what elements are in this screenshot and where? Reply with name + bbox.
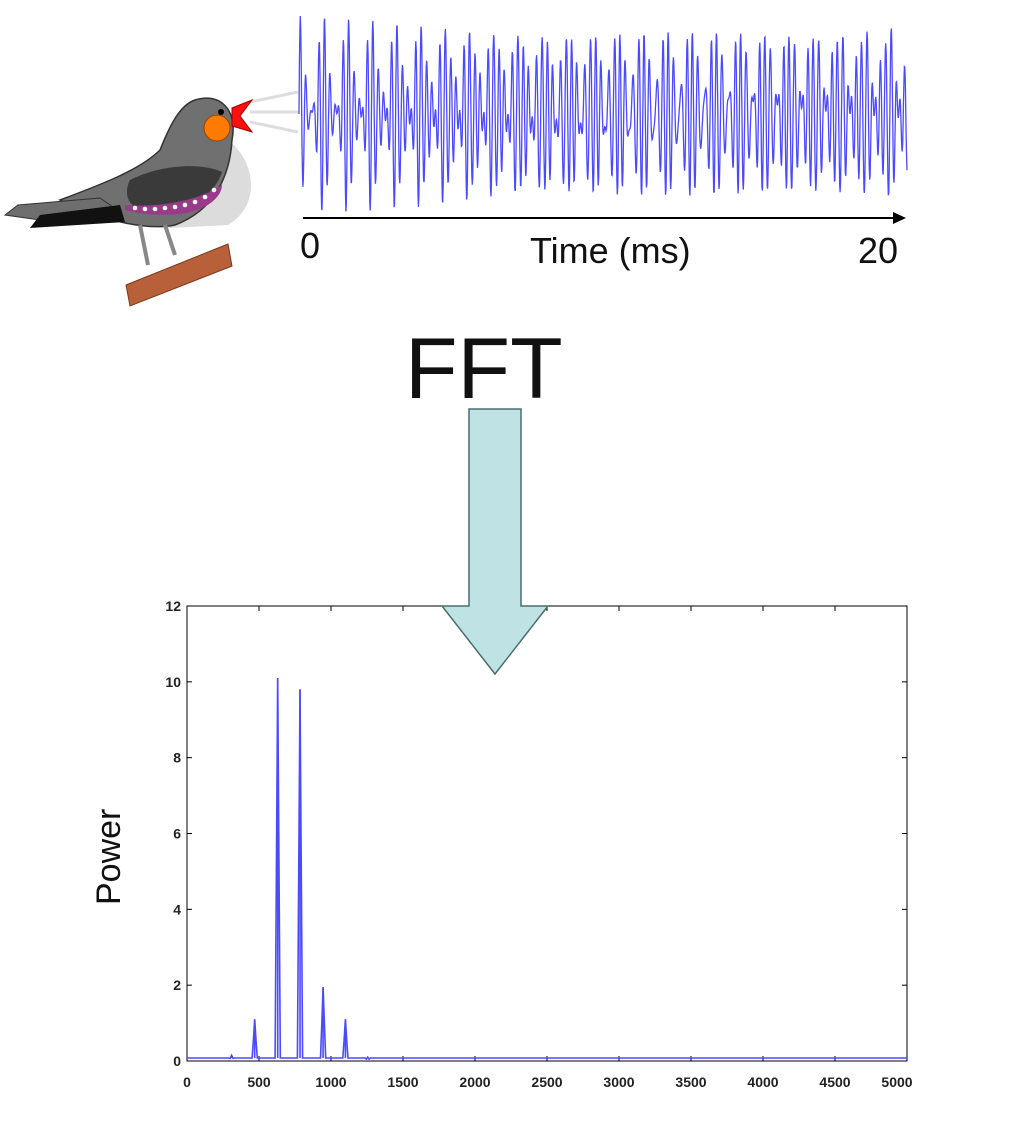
- x-tick-label: 0: [183, 1074, 191, 1090]
- time-axis-label: Time (ms): [530, 230, 691, 271]
- x-tick-label: 4500: [819, 1074, 850, 1090]
- x-tick-label: 1000: [315, 1074, 346, 1090]
- x-tick-label: 3500: [675, 1074, 706, 1090]
- x-tick-label: 5000: [881, 1074, 912, 1090]
- bird-icon: [5, 92, 298, 306]
- y-tick-label: 6: [173, 826, 181, 842]
- time-end-label: 20: [858, 230, 898, 271]
- y-tick-label: 4: [173, 901, 181, 917]
- x-tick-label: 2000: [459, 1074, 490, 1090]
- x-tick-label: 500: [247, 1074, 271, 1090]
- y-tick-label: 8: [173, 750, 181, 766]
- power-spectrum-chart: 0 2 4 6 8 10 12 0 500 1000 1500 2000 2500 3000 3500 40…: [90, 598, 913, 1090]
- waveform: 0 Time (ms) 20: [299, 16, 907, 271]
- x-tick-label: 1500: [387, 1074, 418, 1090]
- fft-label: FFT: [405, 321, 563, 417]
- time-axis-arrowhead: [893, 212, 906, 224]
- y-tick-label: 2: [173, 977, 181, 993]
- time-start-label: 0: [300, 225, 320, 266]
- x-tick-label: 2500: [531, 1074, 562, 1090]
- y-tick-label: 12: [165, 598, 181, 614]
- x-tick-label: 4000: [747, 1074, 778, 1090]
- waveform-signal: [299, 16, 907, 212]
- y-tick-label: 0: [173, 1053, 181, 1069]
- x-tick-label: 3000: [603, 1074, 634, 1090]
- y-axis-label: Power: [90, 809, 128, 905]
- plot-area: [187, 606, 907, 1061]
- y-tick-label: 10: [165, 674, 181, 690]
